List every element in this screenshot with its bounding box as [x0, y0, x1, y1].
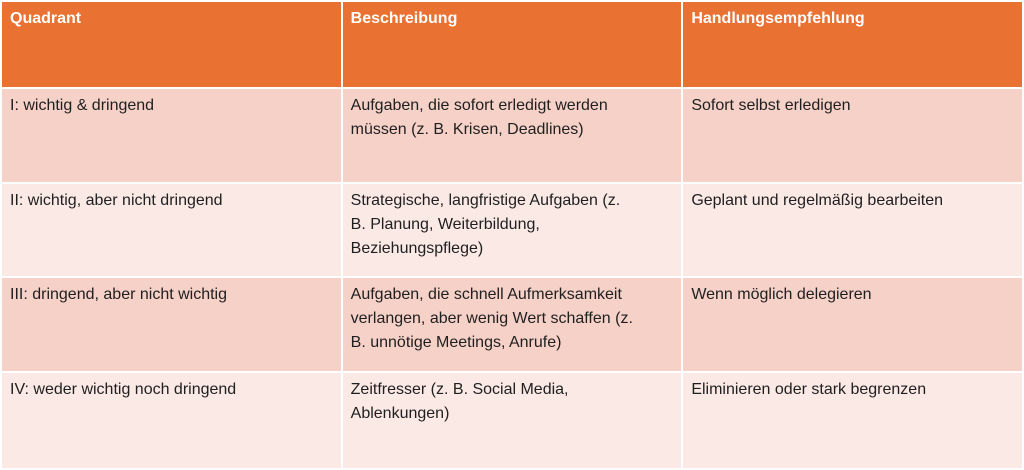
- table-row-quadrant-3: III: dringend, aber nicht wichtig Aufgab…: [2, 278, 1022, 372]
- cell-quadrant-4-recommendation: Eliminieren oder stark begrenzen: [683, 373, 1022, 468]
- cell-quadrant-2-description: Strategische, langfristige Aufgaben (z. …: [342, 183, 682, 277]
- cell-quadrant-2-name: II: wichtig, aber nicht dringend: [2, 183, 341, 277]
- table-header-row: Quadrant Beschreibung Handlungsempfehlun…: [2, 2, 1022, 87]
- cell-quadrant-3-description: Aufgaben, die schnell Aufmerksamkeit ver…: [342, 278, 682, 372]
- column-header-handlungsempfehlung: Handlungsempfehlung: [683, 2, 1022, 87]
- table-row-quadrant-4: IV: weder wichtig noch dringend Zeitfres…: [2, 373, 1022, 468]
- table-row-quadrant-1: I: wichtig & dringend Aufgaben, die sofo…: [2, 89, 1022, 182]
- cell-quadrant-3-recommendation: Wenn möglich delegieren: [683, 278, 1022, 372]
- table-row-quadrant-2: II: wichtig, aber nicht dringend Strateg…: [2, 183, 1022, 277]
- cell-quadrant-2-recommendation: Geplant und regelmäßig bearbeiten: [683, 183, 1022, 277]
- cell-quadrant-1-recommendation: Sofort selbst erledigen: [683, 89, 1022, 182]
- cell-quadrant-1-description: Aufgaben, die sofort erledigt werden müs…: [342, 89, 682, 182]
- cell-quadrant-3-name: III: dringend, aber nicht wichtig: [2, 278, 341, 372]
- column-header-quadrant: Quadrant: [2, 2, 341, 87]
- cell-quadrant-4-name: IV: weder wichtig noch dringend: [2, 373, 341, 468]
- cell-quadrant-4-description: Zeitfresser (z. B. Social Media, Ablenku…: [342, 373, 682, 468]
- cell-quadrant-1-name: I: wichtig & dringend: [2, 89, 341, 182]
- column-header-beschreibung: Beschreibung: [342, 2, 682, 87]
